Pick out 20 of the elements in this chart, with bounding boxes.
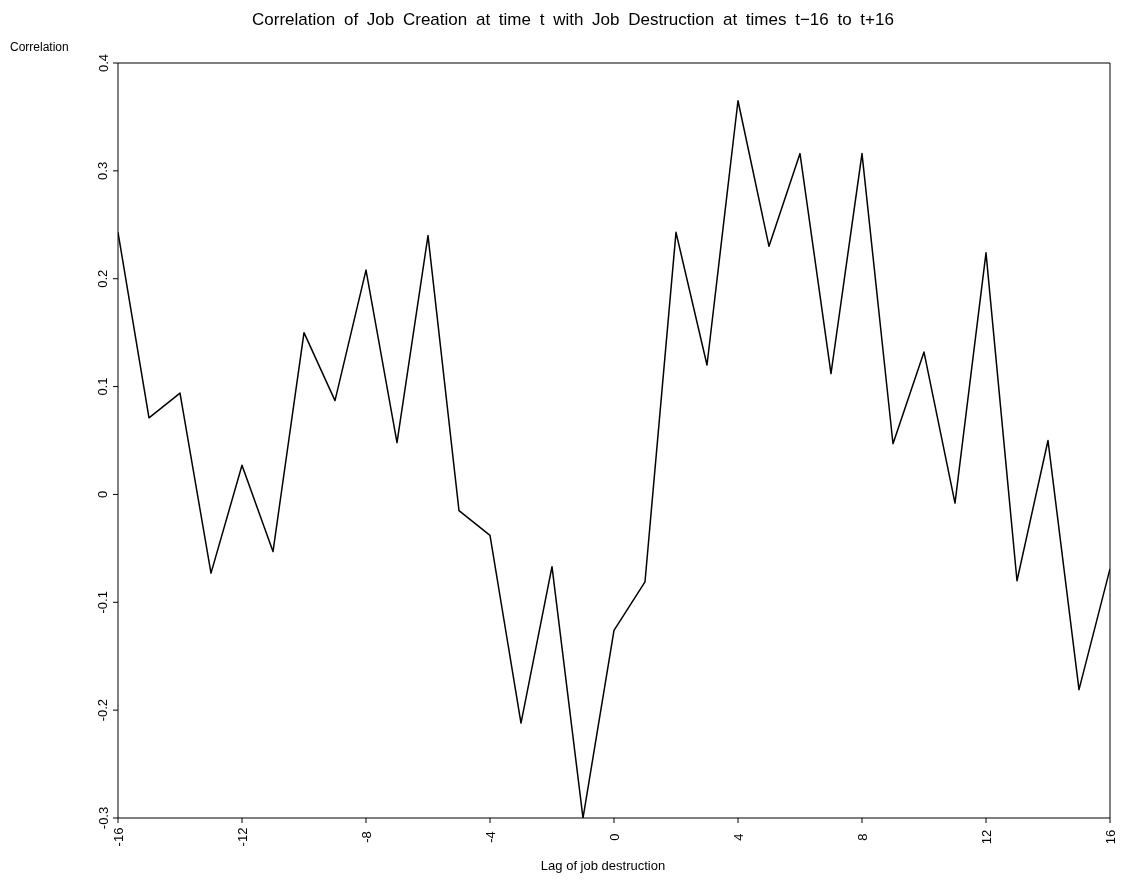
x-tick-label: 4 [730, 833, 746, 841]
x-tick-label: 0 [606, 833, 622, 841]
y-tick-label: -0.1 [95, 591, 111, 614]
y-tick-label: 0.4 [95, 53, 111, 73]
x-tick-label: -16 [110, 827, 126, 847]
x-tick-label: -8 [358, 831, 374, 843]
x-tick-label: -4 [482, 831, 498, 843]
x-tick-label: -12 [234, 827, 250, 847]
chart-title: Correlation of Job Creation at time t with Job Destruction at times t−16 to t+16 [251, 10, 895, 30]
y-tick-label: -0.2 [95, 698, 111, 722]
y-tick-label: 0.1 [95, 377, 111, 396]
x-axis-title: Lag of job destruction [539, 858, 667, 873]
x-tick-label: 12 [978, 829, 994, 845]
y-tick-label: -0.3 [95, 806, 111, 830]
y-tick-label: 0.3 [95, 161, 111, 180]
x-tick-label: 16 [1102, 829, 1118, 845]
y-tick-label: 0 [95, 490, 111, 499]
x-tick-label: 8 [854, 833, 870, 841]
y-axis-title: Correlation [10, 40, 69, 54]
y-tick-label: 0.2 [95, 269, 111, 288]
